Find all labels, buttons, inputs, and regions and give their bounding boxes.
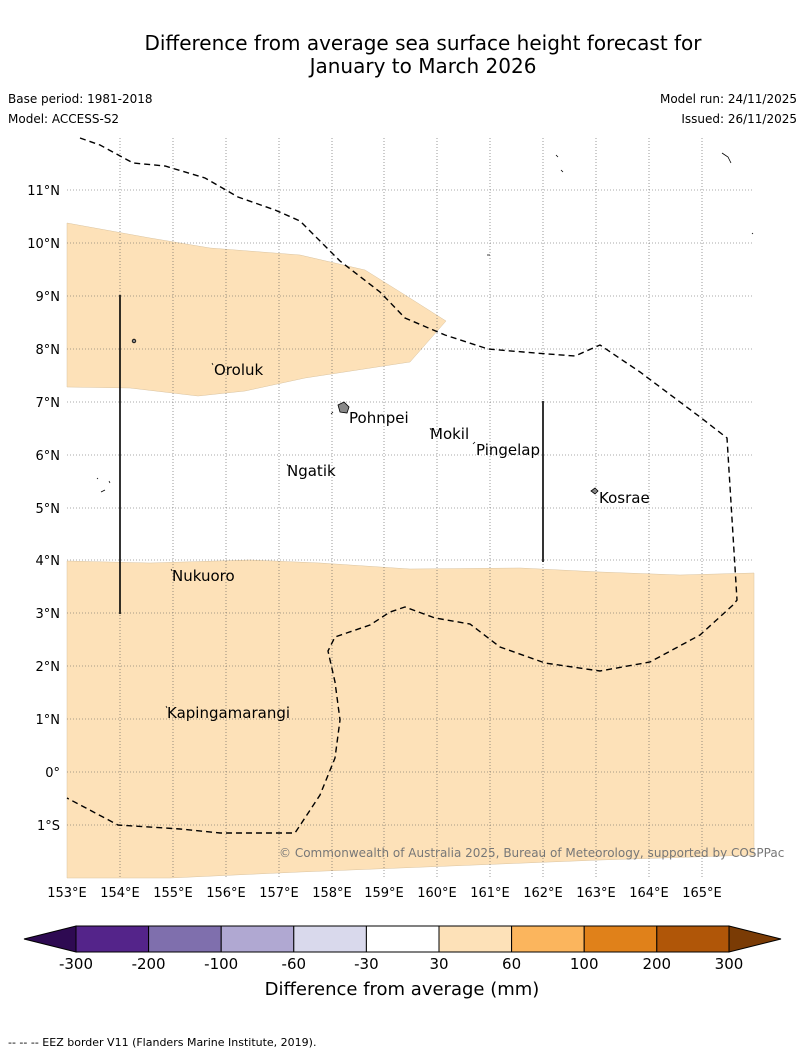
lon-label-158e: 158°E xyxy=(312,886,352,901)
colorbar-bin-1 xyxy=(75,925,150,953)
lon-label-160e: 160°E xyxy=(417,886,457,901)
lon-label-165e: 165°E xyxy=(682,886,722,901)
island-pingelap xyxy=(472,441,476,445)
eez-border-north xyxy=(66,137,738,834)
colorbar-tick: -200 xyxy=(132,955,166,973)
eez-footnote: -- -- -- EEZ border V11 (Flanders Marine… xyxy=(8,1036,317,1049)
island-mokil xyxy=(429,427,432,431)
colorbar-label: Difference from average (mm) xyxy=(265,979,540,1000)
place-label-kapingamarangi: Kapingamarangi xyxy=(167,704,290,722)
island-small-west xyxy=(131,338,137,344)
lon-label-164e: 164°E xyxy=(629,886,669,901)
colorbar-bin-4 xyxy=(293,925,367,953)
colorbar-tick: -300 xyxy=(59,955,93,973)
place-label-nukuoro: Nukuoro xyxy=(172,567,235,585)
issued-date: Issued: 26/11/2025 xyxy=(681,112,797,126)
colorbar-tick: 60 xyxy=(502,955,521,973)
lon-label-162e: 162°E xyxy=(523,886,563,901)
place-label-mokil: Mokil xyxy=(430,425,469,443)
colorbar-bin-6 xyxy=(438,925,513,953)
place-label-oroluk: Oroluk xyxy=(214,361,263,379)
colorbar-extend-high xyxy=(728,925,782,953)
lat-label-1n: 1°N xyxy=(36,713,61,728)
lat-label-9n: 9°N xyxy=(36,290,61,305)
colorbar-tick: 100 xyxy=(570,955,599,973)
gridlines xyxy=(67,138,754,878)
island-ngatik xyxy=(286,463,289,467)
lon-label-157e: 157°E xyxy=(259,886,299,901)
anomaly-regions xyxy=(66,222,755,879)
colorbar-tick: -60 xyxy=(282,955,307,973)
title-line-2: January to March 2026 xyxy=(309,54,537,78)
colorbar-bin-2 xyxy=(148,925,222,953)
lon-label-156e: 156°E xyxy=(206,886,246,901)
islands xyxy=(96,152,754,709)
colorbar-bin-7 xyxy=(511,925,585,953)
lat-label-7n: 7°N xyxy=(36,396,61,411)
colorbar-tick: -30 xyxy=(354,955,379,973)
colorbar-bin-3 xyxy=(220,925,295,953)
lon-label-161e: 161°E xyxy=(470,886,510,901)
lat-label-0: 0° xyxy=(45,766,60,781)
island-specks-west xyxy=(96,477,111,493)
base-period: Base period: 1981-2018 xyxy=(8,92,153,106)
colorbar-bin-9 xyxy=(656,925,730,953)
place-label-ngatik: Ngatik xyxy=(287,462,336,480)
colorbar-bin-5 xyxy=(365,925,440,953)
lat-label-3n: 3°N xyxy=(36,607,61,622)
lon-label-154e: 154°E xyxy=(100,886,140,901)
lat-label-1s: 1°S xyxy=(37,819,60,834)
colorbar-tick: 300 xyxy=(715,955,744,973)
colorbar-tick: 200 xyxy=(642,955,671,973)
anomaly-region-north xyxy=(66,222,447,397)
island-pohnpei xyxy=(337,401,350,414)
place-label-pingelap: Pingelap xyxy=(476,441,540,459)
title-line-1: Difference from average sea surface heig… xyxy=(144,31,702,55)
lon-label-159e: 159°E xyxy=(364,886,404,901)
lon-label-155e: 155°E xyxy=(153,886,193,901)
place-label-pohnpei: Pohnpei xyxy=(349,409,409,427)
lon-label-153e: 153°E xyxy=(47,886,87,901)
island-kapingamarangi xyxy=(165,705,168,709)
colorbar-tick: -100 xyxy=(204,955,238,973)
island-specks-north xyxy=(487,152,754,256)
place-label-kosrae: Kosrae xyxy=(599,489,650,507)
lat-label-11n: 11°N xyxy=(27,184,60,199)
lat-label-6n: 6°N xyxy=(36,449,61,464)
island-kosrae xyxy=(590,487,599,495)
colorbar xyxy=(23,925,782,953)
boundary-lines xyxy=(119,295,544,614)
lat-label-4n: 4°N xyxy=(36,554,61,569)
lat-label-8n: 8°N xyxy=(36,343,61,358)
anomaly-region-south xyxy=(66,559,755,879)
island-nukuoro xyxy=(170,568,173,572)
colorbar-bin-8 xyxy=(583,925,658,953)
model-name: Model: ACCESS-S2 xyxy=(8,112,120,126)
island-oroluk xyxy=(211,362,214,366)
eez-borders xyxy=(66,137,738,834)
colorbar-extend-low xyxy=(23,925,77,953)
model-run: Model run: 24/11/2025 xyxy=(659,92,797,106)
island-pohnpei-reef xyxy=(330,411,334,415)
colorbar-tick: 30 xyxy=(429,955,448,973)
map-title: Difference from average sea surface heig… xyxy=(0,32,804,78)
copyright-notice: © Commonwealth of Australia 2025, Bureau… xyxy=(279,846,784,860)
lat-label-10n: 10°N xyxy=(27,237,60,252)
lon-label-163e: 163°E xyxy=(576,886,616,901)
lat-label-5n: 5°N xyxy=(36,502,61,517)
lat-label-2n: 2°N xyxy=(36,660,61,675)
